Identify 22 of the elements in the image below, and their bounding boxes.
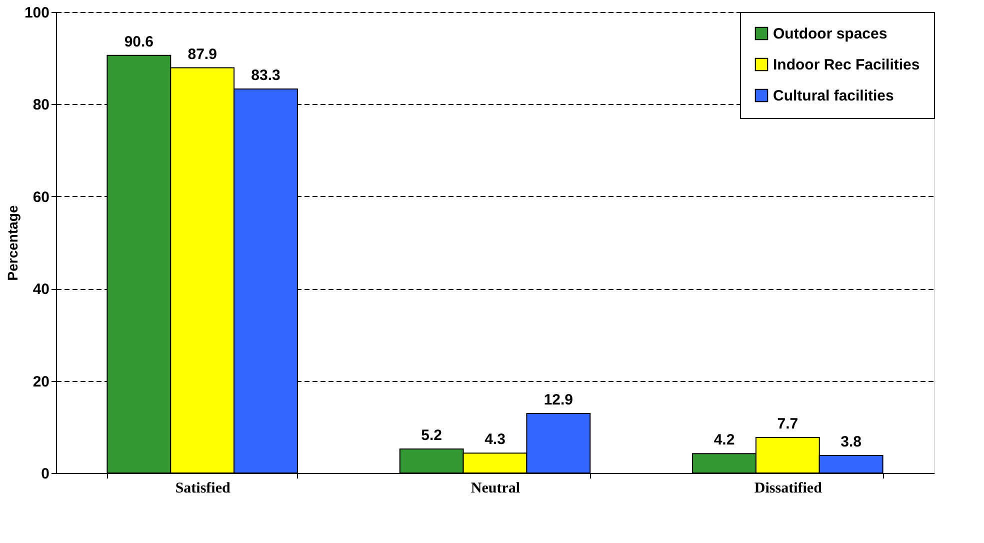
y-tick-label: 20 [32,373,50,390]
data-label: 83.3 [251,66,280,84]
data-label: 7.7 [777,416,798,433]
data-label: 90.6 [124,33,154,50]
data-label: 4.2 [714,432,735,449]
data-label: 87.9 [188,46,217,63]
x-tick-label: Dissatified [754,480,823,496]
legend-label: Outdoor spaces [773,26,888,42]
y-axis-title: Percentage [4,205,20,281]
x-tick-label: Satisfied [175,480,231,496]
y-tick-label: 100 [24,4,50,22]
y-tick-label: 80 [32,96,50,114]
y-tick-label: 60 [32,188,50,206]
y-tick-label: 0 [41,466,50,482]
legend-label: Indoor Rec Facilities [773,56,920,74]
data-label: 5.2 [421,427,442,444]
data-label: 12.9 [544,392,574,409]
data-label: 3.8 [840,433,862,450]
legend-label: Cultural facilities [773,88,894,104]
y-tick-label: 40 [32,281,50,298]
data-label: 4.3 [484,431,506,448]
x-tick-label: Neutral [470,480,520,496]
